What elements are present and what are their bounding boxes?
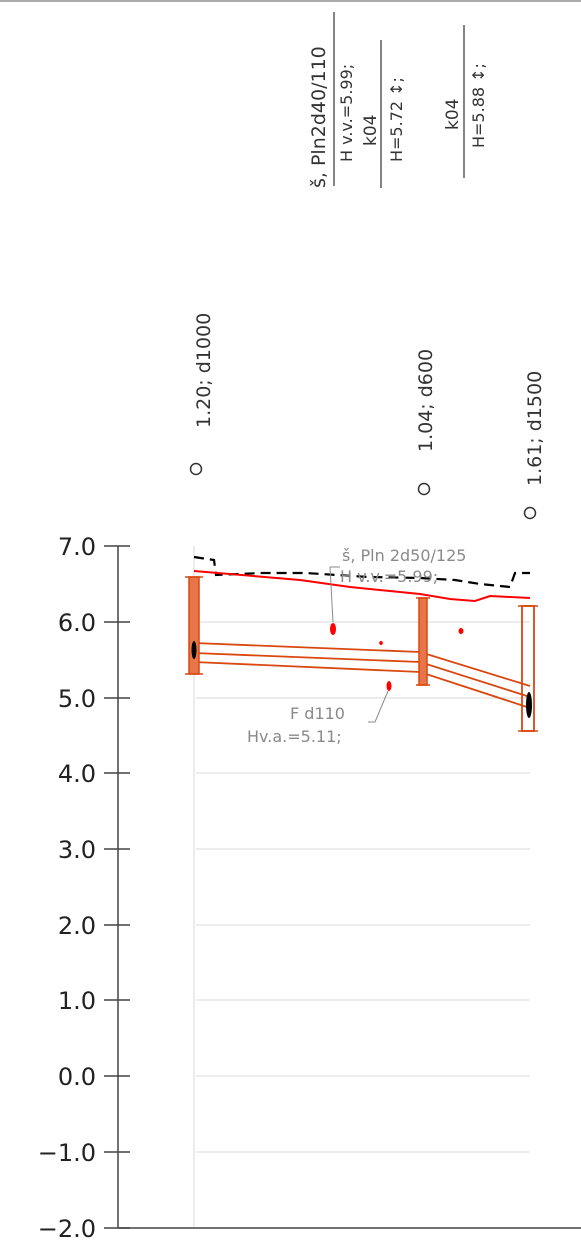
top-label-line1: š, Pln2d40/110 xyxy=(308,46,330,188)
y-tick-label: 7.0 xyxy=(58,533,96,561)
y-tick-label: −2.0 xyxy=(38,1215,96,1243)
top-label-line6: H=5.88 ↕; xyxy=(469,63,488,148)
annotation-lower-line2: Hv.a.=5.11; xyxy=(247,727,342,746)
pipe-bottom xyxy=(193,661,531,709)
y-tick-label: 6.0 xyxy=(58,609,96,637)
red-marker xyxy=(386,681,392,691)
red-marker xyxy=(458,628,464,634)
y-tick-label: 1.0 xyxy=(58,987,96,1015)
red-markers xyxy=(330,623,464,691)
top-label-line3: k04 xyxy=(361,115,381,146)
red-marker xyxy=(379,641,383,645)
well-2: 1.04; d600 xyxy=(415,349,437,496)
y-tick-label: 0.0 xyxy=(58,1063,96,1091)
annotation-lower-leader xyxy=(368,690,389,723)
red-marker xyxy=(330,623,336,635)
annotation-lower: F d110 Hv.a.=5.11; xyxy=(247,690,389,746)
top-label-block-2: k04 H=5.88 ↕; xyxy=(443,25,488,178)
annotation-upper-leader xyxy=(329,566,340,623)
y-tick-label: −1.0 xyxy=(38,1139,96,1167)
well-shaft-3 xyxy=(518,605,538,732)
well-3: 1.61; d1500 xyxy=(523,371,546,520)
top-label-block-1: š, Pln2d40/110 H v.v.=5.99; k04 H=5.72 ↕… xyxy=(308,12,406,188)
annotation-upper-line1: š, Pln 2d50/125 xyxy=(342,546,466,565)
well-shaft-1 xyxy=(185,576,203,675)
well-1: 1.20; d1000 xyxy=(189,313,215,476)
pipe-middle xyxy=(193,652,531,698)
well-2-label: 1.04; d600 xyxy=(415,349,437,452)
y-axis: 7.0 6.0 5.0 4.0 3.0 2.0 1.0 0.0 −1.0 −2.… xyxy=(38,533,581,1243)
well-3-marker-icon xyxy=(523,506,537,520)
annotation-lower-line1: F d110 xyxy=(290,704,345,723)
well-2-marker-icon xyxy=(417,482,431,496)
y-tick-label: 2.0 xyxy=(58,912,96,940)
grid xyxy=(193,546,530,1228)
well-shaft-2 xyxy=(416,597,430,686)
y-tick-label: 4.0 xyxy=(58,760,96,788)
well-3-label: 1.61; d1500 xyxy=(524,371,546,486)
water-level-line xyxy=(193,570,531,603)
top-label-line2: H v.v.=5.99; xyxy=(337,64,356,162)
top-label-line4: H=5.72 ↕; xyxy=(387,77,406,162)
top-label-line5: k04 xyxy=(443,99,463,130)
well-1-label: 1.20; d1000 xyxy=(193,313,215,428)
annotation-upper: š, Pln 2d50/125 H v.v.=5.99; xyxy=(329,546,466,623)
y-tick-label: 3.0 xyxy=(58,836,96,864)
well-1-marker-icon xyxy=(189,462,203,476)
y-tick-label: 5.0 xyxy=(58,685,96,713)
annotation-upper-line2: H v.v.=5.99; xyxy=(340,567,438,586)
